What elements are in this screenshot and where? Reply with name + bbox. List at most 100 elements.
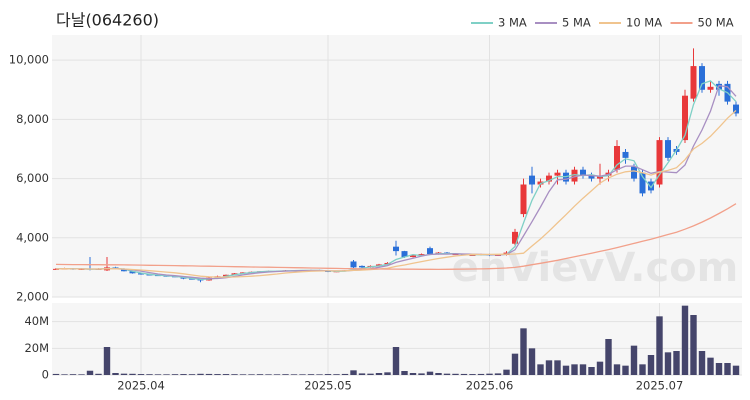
ma-line	[55, 110, 737, 278]
volume-bar	[154, 374, 162, 375]
volume-bar	[86, 370, 94, 375]
volume-bar	[231, 374, 238, 375]
volume-bar	[732, 365, 740, 375]
volume-bar	[494, 373, 502, 375]
volume-bar	[664, 352, 672, 375]
volume-bar	[605, 339, 612, 375]
legend-label: 3 MA	[498, 16, 527, 30]
volume-bar	[528, 348, 536, 375]
volume-bar	[401, 371, 408, 375]
candle-body	[129, 271, 136, 274]
volume-bar	[358, 373, 366, 375]
volume-bar	[78, 374, 85, 375]
volume-bar	[333, 374, 340, 375]
volume-bar	[681, 305, 689, 375]
volume-bar	[630, 345, 638, 375]
legend-label: 5 MA	[562, 16, 591, 30]
x-tick-label: 2025.07	[636, 379, 684, 393]
volume-bar	[120, 373, 128, 375]
volume-bar	[596, 361, 604, 375]
candle-body	[648, 181, 654, 191]
y-tick-label: 6,000	[16, 171, 49, 185]
volume-bar	[426, 371, 434, 375]
candle-body	[512, 231, 518, 244]
candle-body	[53, 268, 59, 270]
volume-bar	[137, 374, 145, 375]
volume-bar	[435, 373, 442, 375]
volume-bar	[222, 374, 230, 375]
legend-label: 10 MA	[626, 16, 662, 30]
candle-body	[146, 274, 153, 276]
volume-bar	[554, 360, 561, 375]
candle-body	[452, 254, 459, 256]
volume-bar	[307, 374, 315, 375]
candle-body	[656, 140, 663, 185]
volume-bar	[715, 363, 723, 375]
volume-bar	[299, 374, 306, 375]
candle-body	[350, 261, 357, 268]
volume-bar	[656, 316, 663, 375]
volume-bar	[588, 367, 595, 375]
candle-body	[121, 268, 127, 272]
volume-bar	[418, 373, 425, 375]
volume-bar	[248, 374, 255, 375]
candle-body	[469, 254, 476, 256]
ma-line	[55, 203, 737, 271]
volume-bar	[282, 374, 289, 375]
candle-body	[393, 246, 399, 252]
volume-bar	[724, 363, 731, 375]
candle-body	[529, 175, 535, 185]
volume-bar	[562, 365, 570, 375]
candle-body	[189, 278, 195, 280]
volume-bar	[188, 374, 196, 375]
volume-bar	[571, 364, 578, 375]
volume-bar	[256, 374, 264, 375]
volume-bar	[61, 374, 68, 375]
volume-bar	[69, 374, 77, 375]
candle-body	[410, 255, 416, 258]
y-tick-label: 8,000	[16, 112, 49, 126]
volume-bar	[452, 373, 459, 375]
volume-bar	[520, 328, 527, 375]
candle-body	[580, 169, 586, 176]
volume-bar	[469, 374, 476, 375]
candle-body	[401, 251, 408, 258]
volume-bar	[273, 374, 281, 375]
volume-bar	[460, 373, 468, 375]
candle-body	[520, 184, 527, 215]
volume-bar	[511, 353, 519, 375]
volume-tick-label: 20M	[24, 341, 49, 355]
ma-line	[55, 80, 737, 281]
legend-label: 50 MA	[698, 16, 734, 30]
candle-body	[733, 104, 739, 114]
volume-bar	[367, 373, 374, 375]
volume-bar	[622, 365, 629, 375]
ma-line	[55, 84, 737, 280]
volume-bar	[239, 374, 247, 375]
candle-body	[359, 265, 365, 268]
volume-bar	[324, 374, 332, 375]
volume-bar	[647, 355, 655, 375]
volume-bar	[350, 370, 357, 375]
candle-body	[418, 254, 425, 256]
candle-body	[138, 273, 144, 275]
volume-bar	[537, 364, 544, 375]
candle-body	[622, 151, 629, 158]
volume-bar	[265, 374, 272, 375]
volume-bar	[290, 374, 298, 375]
volume-bar	[579, 364, 587, 375]
volume-bar	[392, 347, 400, 375]
volume-bar	[197, 373, 204, 375]
volume-bar	[341, 373, 349, 375]
candle-body	[571, 169, 578, 182]
volume-bar	[486, 373, 493, 375]
volume-bar	[205, 373, 213, 375]
y-tick-label: 2,000	[16, 290, 49, 304]
candle-body	[690, 66, 697, 99]
volume-bar	[477, 373, 485, 375]
volume-bar	[214, 374, 221, 375]
candle-body	[427, 248, 433, 255]
y-tick-label: 10,000	[9, 53, 49, 67]
x-tick-label: 2025.06	[466, 379, 514, 393]
